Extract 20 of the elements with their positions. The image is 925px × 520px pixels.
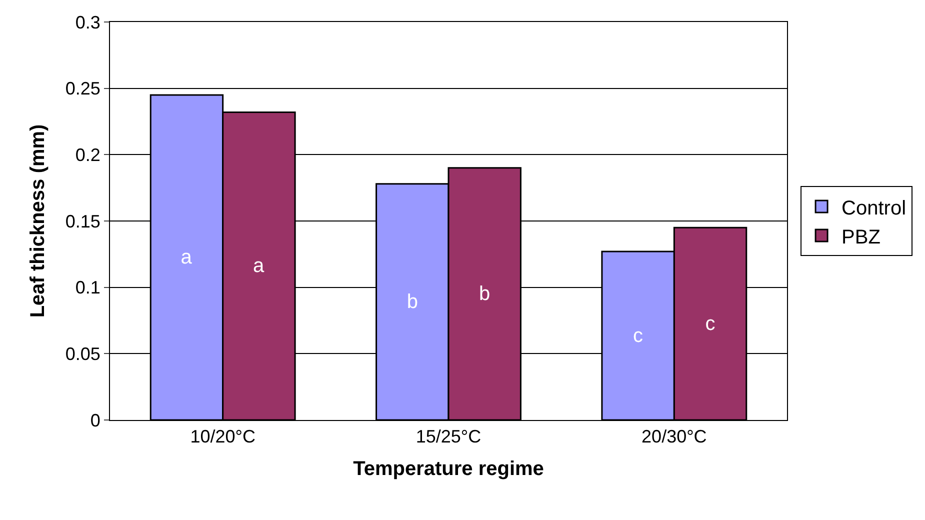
data-label: c (705, 312, 716, 335)
data-label: c (633, 324, 644, 347)
x-tick-label: 15/25°C (416, 426, 482, 447)
legend-label: Control (842, 197, 906, 220)
y-tick-label: 0.1 (75, 278, 100, 298)
y-tick-label: 0.2 (75, 144, 100, 165)
y-tick-label: 0.25 (65, 78, 100, 99)
y-tick-label: 0.3 (75, 12, 100, 32)
data-label: a (180, 246, 193, 268)
y-tick-label: 0 (90, 410, 100, 430)
x-axis-title: Temperature regime (353, 458, 544, 480)
y-axis-title: Leaf thickness (mm) (26, 124, 49, 318)
data-label: b (479, 282, 490, 305)
x-tick-label: 10/20°C (190, 426, 256, 447)
y-tick-label: 0.15 (65, 211, 100, 232)
x-tick-label: 20/30°C (642, 426, 707, 447)
legend-label: PBZ (842, 226, 880, 248)
data-label: a (252, 255, 265, 278)
y-tick-label: 0.05 (65, 344, 100, 364)
data-label: b (406, 290, 418, 313)
